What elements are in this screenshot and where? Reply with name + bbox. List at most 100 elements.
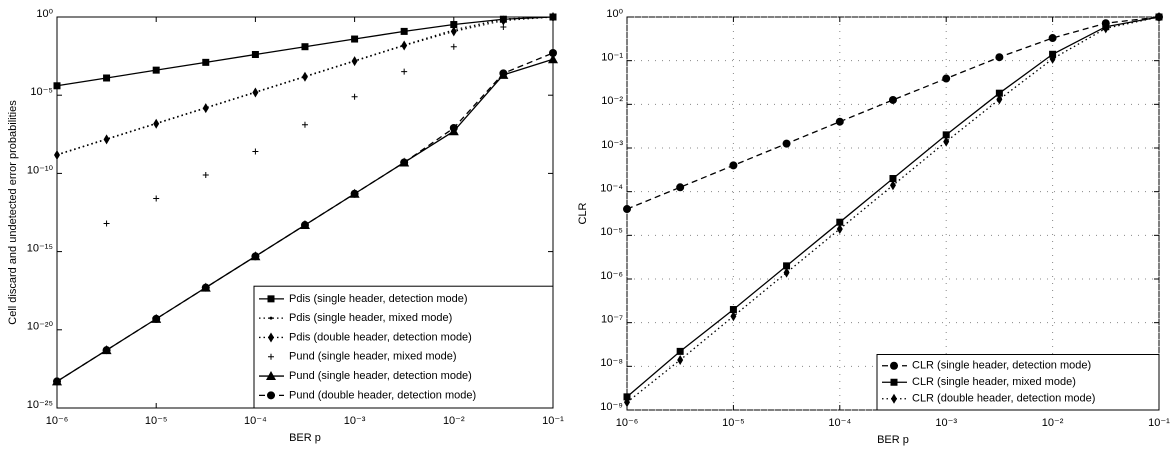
- marker: [103, 134, 110, 145]
- marker: [301, 43, 309, 51]
- marker: [351, 35, 359, 43]
- marker: [102, 346, 111, 355]
- marker: [836, 218, 844, 226]
- x-tick-label: 10⁻⁵: [145, 415, 168, 427]
- marker: [401, 40, 408, 51]
- marker: [53, 377, 61, 386]
- x-tick-label: 10⁻⁵: [722, 417, 745, 429]
- marker: [450, 43, 457, 50]
- marker: [450, 21, 458, 29]
- marker: [942, 74, 951, 83]
- marker: [153, 118, 160, 129]
- plot-area: [626, 16, 1160, 411]
- legend-label: Pdis (single header, mixed mode): [289, 312, 452, 324]
- marker: [252, 87, 259, 98]
- y-tick-label: 10⁰: [36, 8, 53, 20]
- y-tick-label: 10⁻¹⁰: [27, 164, 54, 176]
- marker: [623, 205, 631, 214]
- marker: [995, 89, 1003, 97]
- marker: [268, 332, 274, 343]
- marker: [676, 183, 685, 192]
- x-tick-label: 10⁻⁶: [46, 415, 69, 427]
- y-axis-label: Cell discard and undetected error probab…: [7, 100, 19, 325]
- marker: [251, 51, 259, 59]
- marker: [267, 391, 275, 400]
- x-tick-label: 10⁻³: [935, 417, 957, 429]
- legend-label: CLR (double header, detection mode): [912, 393, 1095, 405]
- marker: [152, 314, 161, 323]
- marker: [450, 26, 457, 37]
- marker: [301, 71, 308, 82]
- marker: [782, 139, 791, 148]
- marker: [548, 54, 558, 64]
- marker: [624, 397, 630, 408]
- x-axis-label: BER p: [289, 432, 321, 444]
- series-line: [626, 16, 1160, 210]
- legend-label: Pund (single header, mixed mode): [289, 351, 457, 363]
- marker: [623, 393, 631, 401]
- marker: [103, 220, 110, 227]
- marker: [890, 378, 898, 386]
- marker: [351, 93, 358, 100]
- legend-label: Pdis (single header, detection mode): [289, 293, 468, 305]
- marker: [267, 295, 275, 303]
- marker: [836, 223, 843, 234]
- marker: [202, 103, 209, 114]
- marker: [251, 252, 260, 261]
- marker: [549, 48, 557, 57]
- marker: [1156, 12, 1162, 22]
- y-tick-label: 10⁻⁸: [600, 357, 623, 369]
- marker: [550, 15, 556, 22]
- x-tick-label: 10⁻⁴: [828, 417, 851, 429]
- legend-box: [876, 354, 1160, 411]
- marker: [350, 189, 359, 198]
- y-tick-label: 10⁻²⁰: [27, 321, 54, 333]
- y-tick-label: 10⁻³: [601, 139, 623, 151]
- marker: [202, 172, 209, 179]
- marker: [499, 69, 508, 78]
- marker: [891, 393, 897, 404]
- y-tick-label: 10⁻²: [601, 95, 623, 107]
- marker: [676, 347, 684, 355]
- legend-label: Pund (double header, detection mode): [289, 389, 476, 401]
- marker: [835, 117, 844, 126]
- marker: [269, 316, 273, 320]
- marker: [729, 161, 738, 170]
- x-tick-label: 10⁻¹: [542, 415, 564, 427]
- y-tick-label: 10⁻⁴: [600, 183, 623, 195]
- legend-label: Pdis (double header, detection mode): [289, 331, 472, 343]
- marker: [1049, 53, 1056, 64]
- legend-label: Pund (single header, detection mode): [289, 370, 472, 382]
- x-axis-label: BER p: [877, 434, 909, 446]
- y-tick-label: 10⁻⁵: [30, 86, 53, 98]
- marker: [268, 353, 274, 360]
- marker: [729, 306, 737, 314]
- x-tick-label: 10⁻³: [344, 415, 366, 427]
- marker: [1048, 34, 1057, 43]
- x-tick-label: 10⁻⁶: [616, 417, 639, 429]
- marker: [995, 53, 1004, 62]
- marker: [351, 56, 358, 67]
- marker: [152, 66, 160, 74]
- marker: [783, 262, 791, 270]
- marker: [153, 195, 160, 202]
- marker: [889, 175, 897, 183]
- marker: [301, 121, 308, 128]
- marker: [400, 27, 408, 35]
- marker: [500, 15, 507, 26]
- marker: [1102, 23, 1109, 34]
- marker: [266, 371, 276, 381]
- marker: [401, 68, 408, 75]
- x-tick-label: 10⁻⁴: [244, 415, 267, 427]
- legend-label: CLR (single header, mixed mode): [912, 376, 1076, 388]
- series-line: [56, 16, 554, 156]
- x-tick-label: 10⁻²: [1042, 417, 1064, 429]
- legend-label: CLR (single header, detection mode): [912, 360, 1091, 372]
- marker: [500, 23, 507, 30]
- y-tick-label: 10⁻²⁵: [27, 399, 53, 411]
- marker: [888, 95, 897, 104]
- y-tick-label: 10⁻⁷: [601, 314, 623, 326]
- marker: [53, 82, 61, 90]
- marker: [202, 58, 210, 66]
